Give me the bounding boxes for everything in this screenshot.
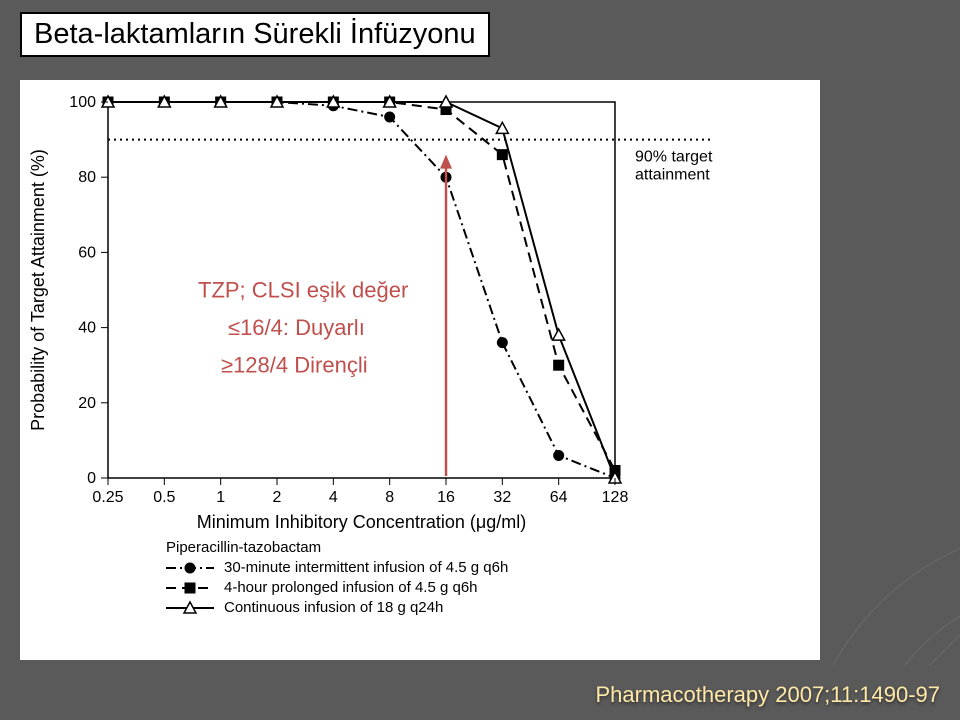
svg-text:32: 32 (493, 489, 511, 506)
chart-panel: 90% target attainment 0.25 0.5 1 2 4 8 16 32 64 1… (20, 80, 820, 660)
svg-text:≤16/4: Duyarlı: ≤16/4: Duyarlı (228, 315, 365, 340)
y-ticks: 0 20 40 60 80 100 (69, 94, 108, 487)
svg-text:Continuous infusion of 18 g q2: Continuous infusion of 18 g q24h (224, 599, 443, 616)
slide-title: Beta-laktamların Sürekli İnfüzyonu (20, 12, 490, 57)
svg-text:40: 40 (78, 320, 96, 337)
svg-text:4: 4 (329, 489, 338, 506)
svg-text:≥128/4 Dirençli: ≥128/4 Dirençli (221, 353, 368, 378)
title-text: Beta-laktamların Sürekli İnfüzyonu (34, 18, 476, 50)
clsi-annotation: TZP; CLSI eşik değer ≤16/4: Duyarlı ≥128/4… (198, 155, 452, 476)
svg-text:4-hour prolonged infusion of 4: 4-hour prolonged infusion of 4.5 g q6h (224, 579, 478, 596)
svg-text:80: 80 (78, 169, 96, 186)
svg-text:64: 64 (550, 489, 568, 506)
citation-text: Pharmacotherapy 2007;11:1490-97 (595, 682, 940, 707)
svg-text:TZP; CLSI eşik değer: TZP; CLSI eşik değer (198, 278, 408, 303)
svg-text:1: 1 (216, 489, 225, 506)
y-axis-title: Probability of Target Attainment (%) (28, 149, 48, 431)
svg-text:2: 2 (273, 489, 282, 506)
svg-text:8: 8 (385, 489, 394, 506)
corner-decoration (770, 495, 960, 665)
svg-text:128: 128 (602, 489, 629, 506)
x-ticks: 0.25 0.5 1 2 4 8 16 32 64 128 (92, 478, 628, 506)
chart-legend: Piperacillin-tazobactam 30-minute intermi… (166, 539, 508, 616)
svg-text:0.5: 0.5 (153, 489, 175, 506)
svg-text:0.25: 0.25 (92, 489, 123, 506)
svg-text:100: 100 (69, 94, 96, 111)
svg-text:16: 16 (437, 489, 455, 506)
svg-text:20: 20 (78, 395, 96, 412)
svg-text:Piperacillin-tazobactam: Piperacillin-tazobactam (166, 539, 321, 556)
x-axis-title: Minimum Inhibitory Concentration (μg/ml) (197, 512, 526, 532)
svg-text:60: 60 (78, 244, 96, 261)
chart-svg: 90% target attainment 0.25 0.5 1 2 4 8 16 32 64 1… (20, 80, 820, 660)
svg-text:0: 0 (87, 470, 96, 487)
citation: Pharmacotherapy 2007;11:1490-97 (595, 682, 940, 708)
target-label-line1: 90% target (635, 149, 713, 166)
target-label-line2: attainment (635, 167, 710, 184)
svg-text:30-minute intermittent infusio: 30-minute intermittent infusion of 4.5 g… (224, 559, 508, 576)
